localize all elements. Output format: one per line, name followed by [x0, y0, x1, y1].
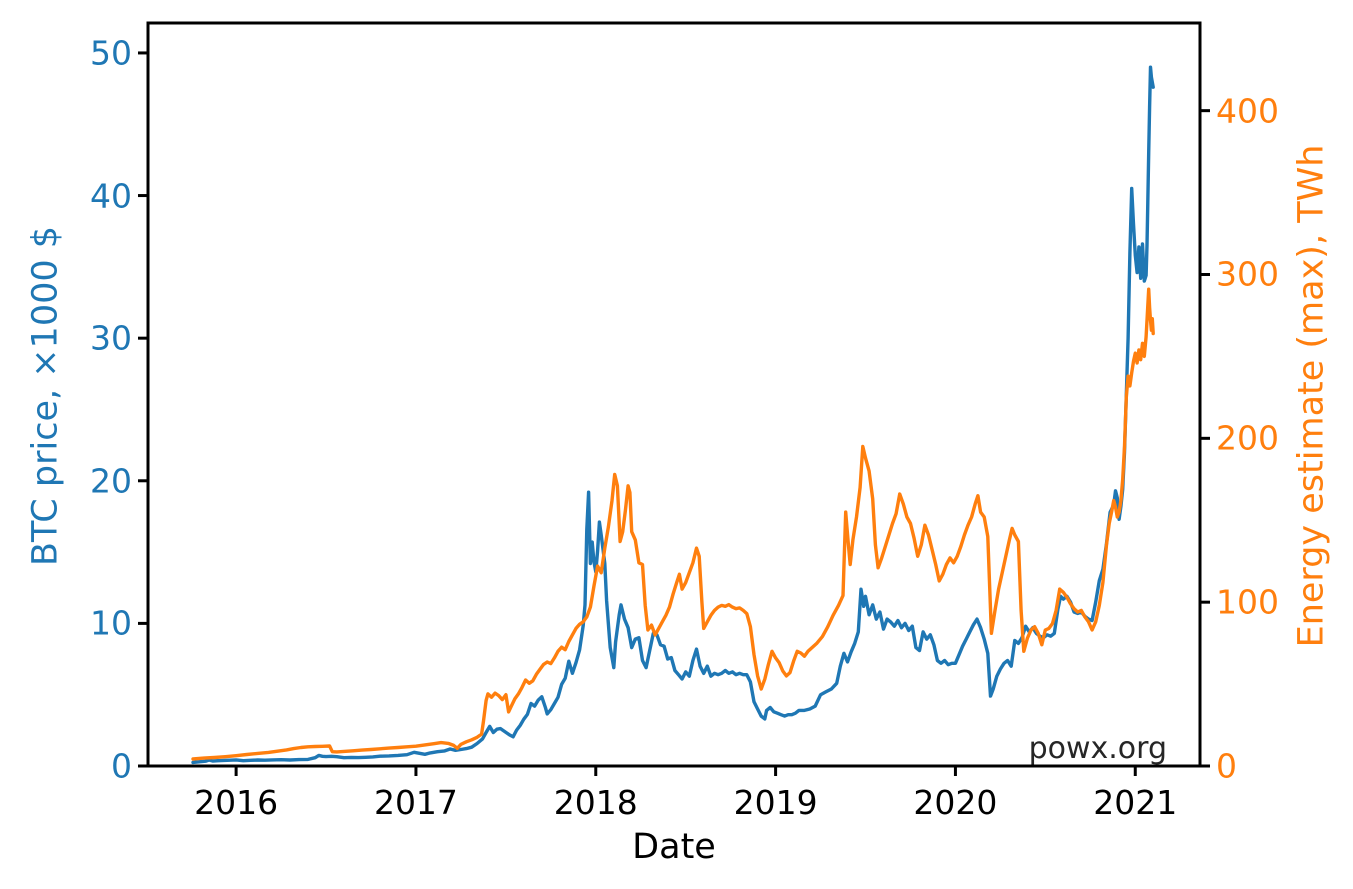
- x-tick-label: 2018: [553, 783, 638, 822]
- btc-price-line: [191, 65, 1155, 765]
- right-axis-label: Energy estimate (max), TWh: [1291, 144, 1332, 648]
- left-tick-label: 40: [90, 176, 132, 216]
- left-tick-label: 30: [90, 318, 132, 358]
- left-tick-label: 10: [90, 603, 132, 643]
- x-tick-label: 2016: [194, 783, 279, 822]
- plot-border: [146, 21, 1202, 768]
- watermark: powx.org: [1028, 731, 1167, 766]
- energy-estimate-line: [191, 287, 1155, 761]
- left-axis-label: BTC price, ×1000 $: [25, 225, 66, 567]
- x-tick-label: 2020: [913, 783, 998, 822]
- x-tick-label: 2021: [1093, 783, 1178, 822]
- right-tick-label: 300: [1216, 254, 1279, 294]
- x-axis-label: Date: [632, 827, 716, 867]
- axes-group: [138, 21, 1210, 776]
- left-tick-label: 20: [90, 461, 132, 501]
- x-tick-label: 2019: [733, 783, 818, 822]
- left-tick-label: 50: [90, 33, 132, 73]
- right-tick-label: 100: [1216, 582, 1279, 622]
- x-tick-label: 2017: [373, 783, 458, 822]
- right-tick-label: 200: [1216, 418, 1279, 458]
- right-tick-label: 0: [1216, 746, 1237, 786]
- series-group: [191, 65, 1155, 765]
- right-tick-label: 400: [1216, 91, 1279, 131]
- left-tick-label: 0: [111, 746, 132, 786]
